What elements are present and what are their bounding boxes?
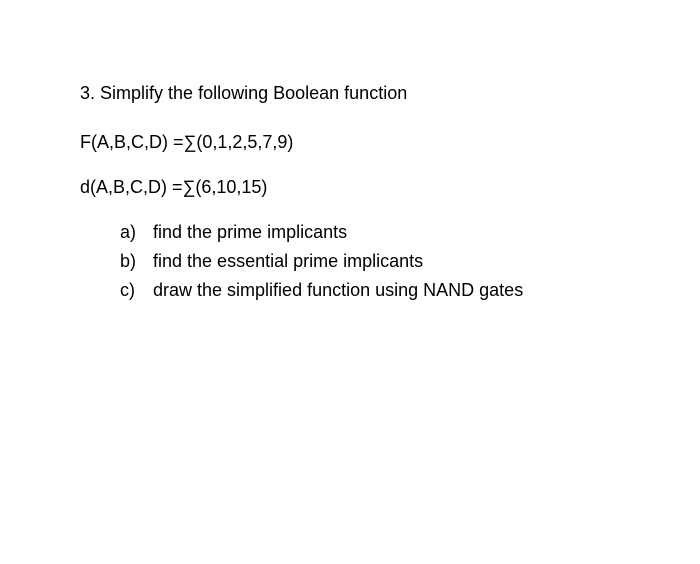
subpart-label: c): [120, 277, 148, 304]
subpart-text: find the essential prime implicants: [153, 251, 423, 271]
question-number: 3.: [80, 83, 95, 103]
subpart-label: b): [120, 248, 148, 275]
function-definition: F(A,B,C,D) =∑(0,1,2,5,7,9): [80, 129, 630, 156]
question-title: Simplify the following Boolean function: [100, 83, 407, 103]
dontcare-definition: d(A,B,C,D) =∑(6,10,15): [80, 174, 630, 201]
subpart-b: b) find the essential prime implicants: [120, 248, 630, 275]
question-title-line: 3. Simplify the following Boolean functi…: [80, 80, 630, 107]
subpart-text: draw the simplified function using NAND …: [153, 280, 523, 300]
subpart-a: a) find the prime implicants: [120, 219, 630, 246]
subpart-text: find the prime implicants: [153, 222, 347, 242]
subpart-label: a): [120, 219, 148, 246]
subpart-c: c) draw the simplified function using NA…: [120, 277, 630, 304]
subparts-list: a) find the prime implicants b) find the…: [80, 219, 630, 304]
